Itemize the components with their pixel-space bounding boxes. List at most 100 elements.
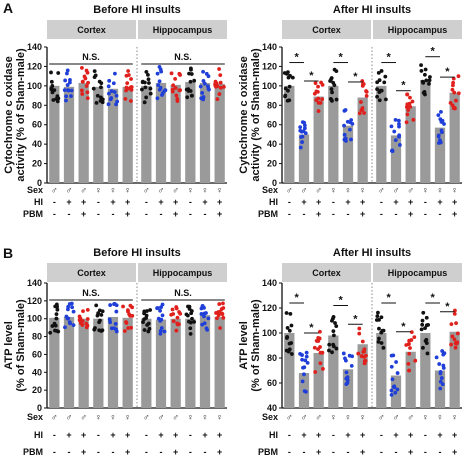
data-point: [349, 363, 354, 368]
bar: [328, 85, 339, 183]
panel-letter-b: B: [3, 245, 13, 261]
chart-panel: After HI insults Cortex Hippocampus 0 20 40 60…: [238, 4, 462, 219]
ns-label: N.S.: [82, 288, 100, 298]
condition-hi-mark: +: [345, 197, 350, 207]
data-point: [383, 74, 388, 79]
data-point: [54, 312, 59, 317]
condition-pbm-mark: -: [288, 447, 291, 457]
data-point: [51, 98, 56, 102]
data-point: [91, 86, 96, 91]
bar: [298, 134, 310, 183]
data-point: [331, 329, 336, 334]
data-point: [313, 81, 318, 86]
condition-hi-mark: -: [424, 197, 427, 207]
data-point: [217, 67, 221, 71]
data-point: [177, 322, 181, 327]
y-tick-label: 60: [267, 378, 277, 388]
condition-hi-mark: +: [437, 430, 442, 440]
data-point: [187, 319, 191, 324]
condition-hi-mark: +: [125, 197, 130, 207]
condition-hi-mark: +: [217, 430, 222, 440]
data-point: [422, 72, 427, 77]
data-point: [163, 88, 168, 93]
data-point: [95, 313, 100, 318]
bar: [170, 84, 181, 183]
data-point: [98, 318, 102, 323]
data-point: [142, 311, 147, 316]
data-point: [92, 75, 97, 80]
data-point: [157, 65, 162, 69]
data-point: [146, 77, 151, 82]
condition-hi-mark: +: [360, 430, 365, 440]
data-point: [330, 316, 335, 321]
data-point: [63, 78, 68, 83]
data-point: [328, 97, 333, 101]
condition-pbm-mark: -: [395, 209, 398, 219]
data-point: [85, 96, 90, 101]
chart-title: After HI insults: [333, 247, 411, 259]
condition-row-label: Sex: [27, 185, 43, 195]
condition-pbm-mark: -: [53, 447, 56, 457]
data-point: [393, 390, 398, 395]
data-point: [201, 69, 206, 74]
condition-sex-mark: ♀: [202, 412, 209, 422]
data-point: [359, 100, 363, 104]
condition-pbm-mark: -: [68, 209, 71, 219]
condition-hi-mark: +: [316, 197, 321, 207]
condition-pbm-mark: +: [81, 447, 86, 457]
condition-pbm-mark: +: [173, 447, 178, 457]
data-point: [413, 358, 418, 363]
bar: [63, 86, 75, 183]
condition-sex-mark: ♀: [110, 412, 117, 422]
data-point: [406, 108, 411, 112]
condition-hi-mark: -: [53, 430, 56, 440]
data-point: [411, 117, 416, 122]
bar: [328, 335, 339, 408]
data-point: [112, 302, 117, 306]
condition-pbm-mark: -: [189, 447, 192, 457]
data-point: [201, 79, 206, 83]
bar: [122, 317, 133, 408]
condition-pbm-mark: -: [332, 447, 335, 457]
y-axis-label: ATP level(% of Sham-male): [238, 299, 262, 392]
bar: [342, 369, 354, 408]
region-label: Cortex: [312, 25, 341, 35]
condition-sex-mark: ♂: [172, 412, 179, 422]
data-point: [349, 118, 354, 122]
data-point: [344, 139, 348, 143]
data-point: [404, 105, 409, 109]
y-tick-label: 140: [27, 42, 42, 52]
condition-row-label: Sex: [262, 412, 278, 422]
y-tick-label: 40: [267, 139, 277, 149]
data-point: [330, 350, 334, 355]
data-point: [383, 97, 388, 102]
condition-hi-mark: +: [393, 197, 398, 207]
condition-sex-mark: ♂: [51, 185, 58, 195]
data-point: [427, 78, 432, 83]
y-tick-label: 120: [262, 303, 277, 313]
data-point: [85, 90, 90, 95]
data-point: [140, 87, 144, 92]
data-point: [206, 74, 211, 79]
condition-pbm-mark: -: [204, 209, 207, 219]
data-point: [158, 329, 163, 333]
data-point: [390, 377, 395, 382]
y-tick-label: 0: [272, 178, 277, 188]
data-point: [327, 342, 332, 347]
data-point: [357, 326, 362, 331]
data-point: [142, 100, 147, 105]
region-header-box: [282, 263, 371, 282]
chart-title: After HI insults: [333, 4, 411, 16]
data-point: [419, 327, 424, 332]
data-point: [382, 80, 387, 85]
sig-star: *: [295, 52, 300, 64]
bar: [284, 85, 295, 183]
data-point: [124, 321, 129, 325]
data-point: [178, 311, 183, 316]
data-point: [302, 120, 307, 125]
data-point: [425, 351, 430, 356]
condition-pbm-mark: -: [439, 209, 442, 219]
data-point: [406, 361, 411, 366]
data-point: [218, 73, 223, 78]
data-point: [349, 137, 353, 142]
